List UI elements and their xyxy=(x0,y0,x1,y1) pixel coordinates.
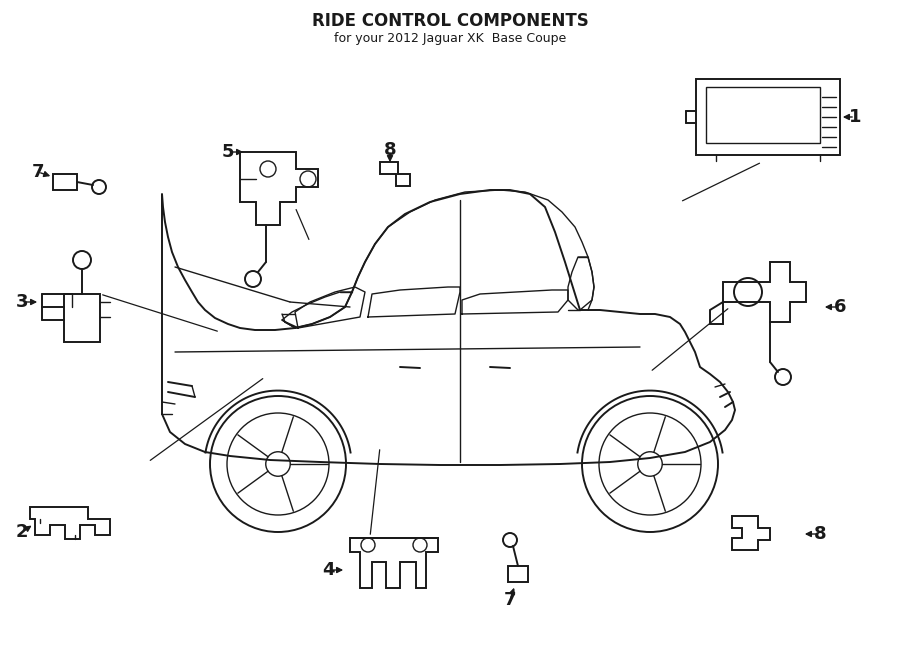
Text: 6: 6 xyxy=(833,298,846,316)
Text: 2: 2 xyxy=(16,523,28,541)
Text: 7: 7 xyxy=(32,163,44,181)
Text: for your 2012 Jaguar XK  Base Coupe: for your 2012 Jaguar XK Base Coupe xyxy=(334,32,566,45)
Bar xyxy=(53,174,77,190)
Bar xyxy=(64,294,100,342)
Bar xyxy=(706,87,820,143)
Bar xyxy=(696,79,840,155)
Text: 8: 8 xyxy=(814,525,826,543)
Text: 5: 5 xyxy=(221,143,234,161)
Text: RIDE CONTROL COMPONENTS: RIDE CONTROL COMPONENTS xyxy=(311,12,589,30)
Text: 8: 8 xyxy=(383,141,396,159)
Text: 7: 7 xyxy=(504,591,517,609)
Text: 1: 1 xyxy=(849,108,861,126)
Text: 3: 3 xyxy=(16,293,28,311)
Bar xyxy=(508,566,528,582)
Text: 4: 4 xyxy=(322,561,334,579)
